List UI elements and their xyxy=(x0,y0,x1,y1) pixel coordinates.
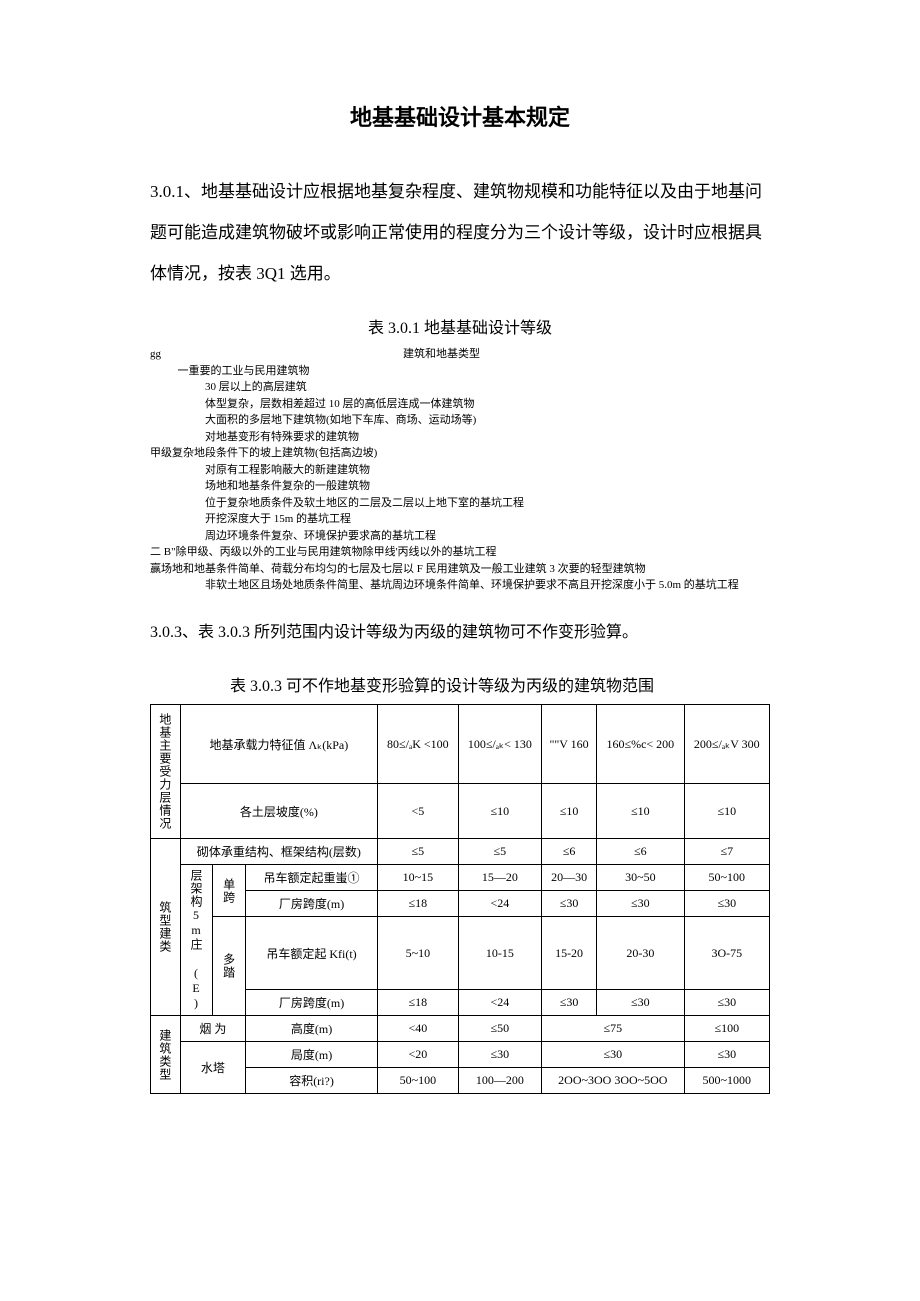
t2-cell: ≤5 xyxy=(378,839,459,865)
t2-cell: ≤18 xyxy=(378,891,459,917)
table-row: 地基主要受力层情况 地基承载力特征值 Λₖ(kPa) 80≤/ₐK <100 1… xyxy=(151,705,770,784)
t2-multi-span: 多踏 xyxy=(213,917,246,1016)
t2-cell: 15—20 xyxy=(458,865,541,891)
t2-cell: ≤10 xyxy=(597,784,685,839)
t2-cell: 10~15 xyxy=(378,865,459,891)
t2-cell: ≤30 xyxy=(597,891,685,917)
t2-chimney: 烟 为 xyxy=(180,1016,245,1042)
t2-cell: 15-20 xyxy=(542,917,597,990)
table-row: 各土层坡度(%) <5 ≤10 ≤10 ≤10 ≤10 xyxy=(151,784,770,839)
t2-cell: 50~100 xyxy=(684,865,769,891)
t1-line: 赢场地和地基条件简单、荷载分布均匀的七层及七层以 F 民用建筑及一般工业建筑 3… xyxy=(150,561,770,578)
t2-cell: ≤5 xyxy=(458,839,541,865)
table2: 地基主要受力层情况 地基承载力特征值 Λₖ(kPa) 80≤/ₐK <100 1… xyxy=(150,704,770,1094)
t2-vol: 容积(ri?) xyxy=(246,1068,378,1094)
t2-cell: 30~50 xyxy=(597,865,685,891)
t2-frame: 层架构5m庄 (E) xyxy=(180,865,213,1016)
t2-cell: <24 xyxy=(458,891,541,917)
t1-line: 非软土地区且场处地质条件简里、基坑周边环境条件简单、环境保护要求不高且开挖深度小… xyxy=(150,577,770,594)
t2-ju: 局度(m) xyxy=(246,1042,378,1068)
t2-cell: ≤7 xyxy=(684,839,769,865)
page-title: 地基基础设计基本规定 xyxy=(150,100,770,132)
t2-cell: ≤30 xyxy=(597,990,685,1016)
t2-cell: 20-30 xyxy=(597,917,685,990)
t2-cell: ≤30 xyxy=(542,990,597,1016)
paragraph-303: 3.0.3、表 3.0.3 所列范围内设计等级为丙级的建筑物可不作变形验算。 xyxy=(150,614,770,652)
t2-height: 高度(m) xyxy=(246,1016,378,1042)
t2-tower: 水塔 xyxy=(180,1042,245,1094)
t2-r2c1: 各土层坡度(%) xyxy=(180,784,377,839)
t1-line: 大面积的多层地下建筑物(如地下车库、商场、运动场等) xyxy=(150,412,770,429)
paragraph-301: 3.0.1、地基基础设计应根据地基复杂程度、建筑物规模和功能特征以及由于地基问题… xyxy=(150,172,770,294)
t1-line: 对地基变形有特殊要求的建筑物 xyxy=(150,429,770,446)
t1-line: 场地和地基条件复杂的一般建筑物 xyxy=(150,478,770,495)
t2-cell: ≤50 xyxy=(458,1016,541,1042)
t1-hdr-r: 建筑和地基类型 xyxy=(403,348,480,360)
t2-cell: 3O-75 xyxy=(684,917,769,990)
table-row: 建筑类型 烟 为 高度(m) <40 ≤50 ≤75 ≤100 xyxy=(151,1016,770,1042)
t1-line: 体型复杂，层数相差超过 10 层的高低层连成一体建筑物 xyxy=(150,396,770,413)
t2-cell: ≤30 xyxy=(542,1042,685,1068)
t1-line: 一重要的工业与民用建筑物 xyxy=(150,363,770,380)
t2-span2: 厂房跨度(m) xyxy=(246,990,378,1016)
t2-colgroup3: 建筑类型 xyxy=(151,1016,181,1094)
t2-cell: 2OO~3OO 3OO~5OO xyxy=(542,1068,685,1094)
t1-hdr-l: gg xyxy=(150,348,161,360)
t2-cell: <5 xyxy=(378,784,459,839)
t2-cell: 10-15 xyxy=(458,917,541,990)
t2-cell: 200≤/ₐₖV 300 xyxy=(684,705,769,784)
t2-r3c1: 砌体承重结构、框架结构(层数) xyxy=(180,839,377,865)
t2-cell: 80≤/ₐK <100 xyxy=(378,705,459,784)
t2-cell: <40 xyxy=(378,1016,459,1042)
t1-line: 开挖深度大于 15m 的基坑工程 xyxy=(150,511,770,528)
t2-colgroup2: 筑型建类 xyxy=(151,839,181,1016)
t2-span1: 厂房跨度(m) xyxy=(246,891,378,917)
t1-line: 周边环境条件复杂、环境保护要求高的基坑工程 xyxy=(150,528,770,545)
t2-cell: ≤6 xyxy=(542,839,597,865)
t2-cell: ≤30 xyxy=(458,1042,541,1068)
t2-cell: 100—200 xyxy=(458,1068,541,1094)
t2-cell: ≤30 xyxy=(542,891,597,917)
t2-cell: ≤10 xyxy=(458,784,541,839)
t2-cell: ""V 160 xyxy=(542,705,597,784)
table1-body: gg 建筑和地基类型 一重要的工业与民用建筑物30 层以上的高层建筑体型复杂，层数… xyxy=(150,346,770,594)
t2-cell: 50~100 xyxy=(378,1068,459,1094)
t2-cell: 500~1000 xyxy=(684,1068,769,1094)
t2-cell: <24 xyxy=(458,990,541,1016)
t2-cell: ≤10 xyxy=(542,784,597,839)
t2-cell: 5~10 xyxy=(378,917,459,990)
table-row: 水塔 局度(m) <20 ≤30 ≤30 ≤30 xyxy=(151,1042,770,1068)
t1-line: 甲级复杂地段条件下的坡上建筑物(包括高边坡) xyxy=(150,445,770,462)
t2-cell: ≤6 xyxy=(597,839,685,865)
t2-r1c1: 地基承载力特征值 Λₖ(kPa) xyxy=(180,705,377,784)
table-row: 筑型建类 砌体承重结构、框架结构(层数) ≤5 ≤5 ≤6 ≤6 ≤7 xyxy=(151,839,770,865)
t1-line: 30 层以上的高层建筑 xyxy=(150,379,770,396)
table1-caption: 表 3.0.1 地基基础设计等级 xyxy=(150,314,770,338)
table2-caption: 表 3.0.3 可不作地基变形验算的设计等级为丙级的建筑物范围 xyxy=(150,672,770,696)
t2-cell: ≤10 xyxy=(684,784,769,839)
t2-cell: ≤30 xyxy=(684,1042,769,1068)
t2-single-span: 单跨 xyxy=(213,865,246,917)
t2-crane2: 吊车额定起 Kfi(t) xyxy=(246,917,378,990)
t1-line: 二 B"除甲级、丙级以外的工业与民用建筑物除甲线'丙线以外的基坑工程 xyxy=(150,544,770,561)
t2-cell: 160≤%c< 200 xyxy=(597,705,685,784)
t2-crane1: 吊车额定起重蚩① xyxy=(246,865,378,891)
table-row: 层架构5m庄 (E) 单跨 吊车额定起重蚩① 10~15 15—20 20—30… xyxy=(151,865,770,891)
t2-cell: 100≤/ₐₖ< 130 xyxy=(458,705,541,784)
t2-cell: ≤18 xyxy=(378,990,459,1016)
t2-cell: ≤100 xyxy=(684,1016,769,1042)
table-row: 多踏 吊车额定起 Kfi(t) 5~10 10-15 15-20 20-30 3… xyxy=(151,917,770,990)
t2-colgroup1: 地基主要受力层情况 xyxy=(151,705,181,839)
t2-cell: ≤30 xyxy=(684,990,769,1016)
t1-line: 位于复杂地质条件及软土地区的二层及二层以上地下室的基坑工程 xyxy=(150,495,770,512)
t2-cell: <20 xyxy=(378,1042,459,1068)
t2-cell: ≤30 xyxy=(684,891,769,917)
t2-cell: 20—30 xyxy=(542,865,597,891)
t2-cell: ≤75 xyxy=(542,1016,685,1042)
t1-line: 对原有工程影响蔽大的新建建筑物 xyxy=(150,462,770,479)
